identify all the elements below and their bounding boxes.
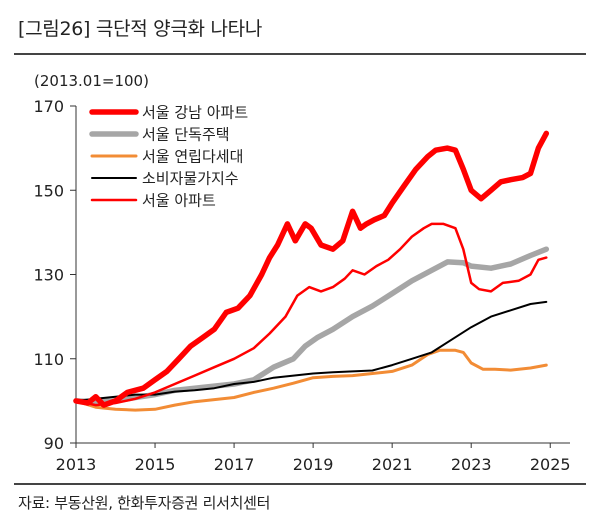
x-tick-label: 2015 xyxy=(135,455,176,474)
axes: 90 110 130 150 170 2013 2015 2017 2019 2021 2023 20… xyxy=(33,97,570,474)
y-tick-label: 90 xyxy=(44,434,64,453)
x-tick-label: 2025 xyxy=(530,455,571,474)
x-tick-label: 2017 xyxy=(214,455,255,474)
chart-title: [그림26] 극단적 양극화 나타나 xyxy=(18,18,263,40)
y-tick-label: 130 xyxy=(33,266,64,285)
y-tick-label: 150 xyxy=(33,181,64,200)
series-layer xyxy=(73,130,550,412)
legend-label-2: 서울 연립다세대 xyxy=(142,148,243,166)
top-rule xyxy=(14,53,586,55)
series-line-3 xyxy=(75,300,548,402)
x-tick-label: 2013 xyxy=(56,455,97,474)
y-tick-label: 110 xyxy=(33,350,64,369)
series-line-4 xyxy=(74,222,548,407)
legend-label-0: 서울 강남 아파트 xyxy=(142,104,248,122)
bottom-rule xyxy=(14,483,586,485)
series-line-2 xyxy=(74,348,548,412)
legend-label-4: 서울 아파트 xyxy=(142,192,216,210)
source-note: 자료: 부동산원, 한화투자증권 리서치센터 xyxy=(18,494,271,512)
series-line-0 xyxy=(73,130,550,408)
y-tick-label: 170 xyxy=(33,97,64,116)
legend-label-3: 소비자물가지수 xyxy=(142,170,239,188)
x-tick-label: 2019 xyxy=(293,455,334,474)
legend-label-1: 서울 단독주택 xyxy=(142,126,230,144)
x-tick-label: 2021 xyxy=(372,455,413,474)
x-tick-label: 2023 xyxy=(451,455,492,474)
unit-label: (2013.01=100) xyxy=(34,72,149,90)
